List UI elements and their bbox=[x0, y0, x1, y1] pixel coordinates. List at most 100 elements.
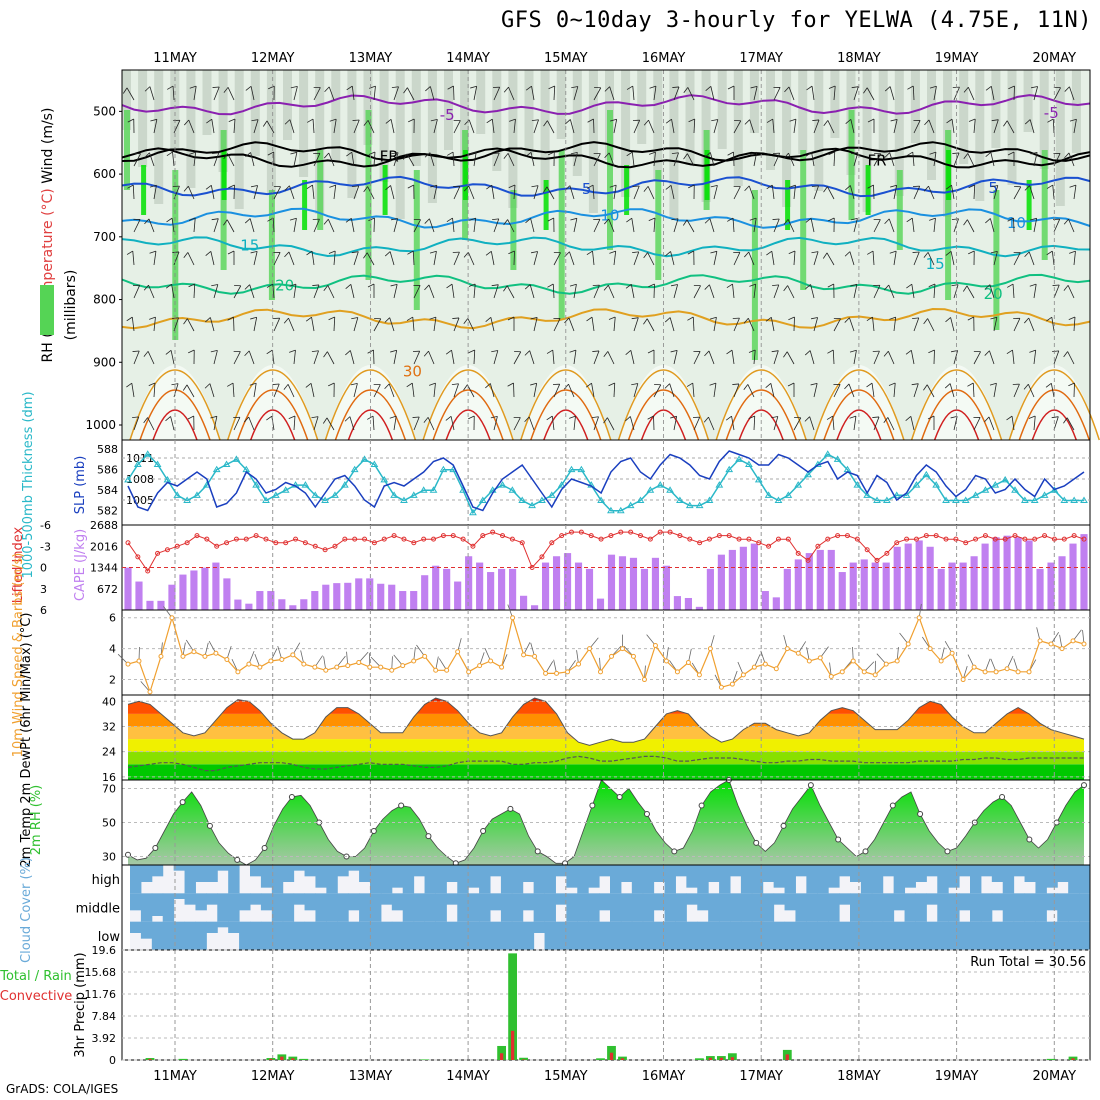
wind-barb bbox=[1029, 349, 1037, 365]
precip-total-bar bbox=[178, 1058, 188, 1060]
isotherm-label: FR bbox=[380, 148, 399, 166]
wind-barb bbox=[725, 415, 735, 431]
wind-barb-shaft bbox=[733, 252, 741, 266]
wind-barb-flag bbox=[490, 416, 498, 419]
cloud-cell-low bbox=[468, 921, 480, 950]
cloud-cell-high bbox=[250, 865, 262, 877]
wind-barb bbox=[991, 119, 999, 134]
wind-barb-shaft bbox=[153, 317, 156, 332]
wind-barb bbox=[1047, 118, 1055, 134]
wind-barb-shaft bbox=[592, 251, 595, 266]
rh2m-point bbox=[944, 848, 951, 855]
lifted-point bbox=[145, 568, 151, 574]
isotherm-35-dome bbox=[725, 389, 797, 441]
wind-barb bbox=[867, 118, 875, 133]
lifted-point bbox=[1061, 536, 1067, 542]
thickness-point bbox=[1070, 496, 1079, 503]
pressure-tick-label: 900 bbox=[93, 355, 116, 369]
wind-barb-flag bbox=[1046, 184, 1053, 189]
wind-speed-point bbox=[652, 643, 658, 649]
wind-barb bbox=[1013, 252, 1021, 266]
cloud-cell-middle bbox=[479, 893, 491, 922]
wind-barb-flag bbox=[324, 152, 330, 159]
wind-barb-flag bbox=[233, 351, 241, 352]
cloud-cell-high bbox=[1079, 865, 1091, 894]
wind-barb bbox=[223, 219, 235, 233]
thickness-point bbox=[646, 486, 655, 493]
cloud-cell-low bbox=[130, 921, 142, 933]
wind-barb bbox=[828, 85, 836, 101]
wind-barb-shaft bbox=[853, 152, 859, 167]
wind-barb-flag bbox=[205, 184, 212, 190]
wind-barb-shaft bbox=[313, 350, 319, 365]
wind-barb bbox=[968, 118, 976, 134]
wind-barb bbox=[486, 184, 495, 200]
rh-shade bbox=[299, 70, 309, 177]
wind-barb-shaft bbox=[1033, 284, 1037, 299]
wind-barb bbox=[772, 152, 781, 167]
lifted-point bbox=[766, 543, 772, 549]
wind-barb bbox=[323, 351, 335, 365]
wind-barb bbox=[845, 119, 855, 134]
wind-barb-flag bbox=[329, 184, 336, 188]
thickness-point bbox=[764, 491, 773, 498]
wind-speed-point bbox=[301, 661, 307, 667]
wind-barb bbox=[750, 85, 758, 101]
cloud-cell-low bbox=[293, 921, 306, 950]
wind-barb bbox=[570, 217, 578, 233]
wind-barb-flag bbox=[424, 218, 430, 224]
wind-barb bbox=[206, 118, 215, 134]
wind-barb-shaft bbox=[973, 417, 981, 431]
wind-barb bbox=[1007, 283, 1015, 299]
wind-barb-shaft bbox=[849, 185, 855, 200]
wind-barb bbox=[822, 252, 835, 266]
wind-barb bbox=[507, 316, 515, 331]
wind-barb-shaft bbox=[967, 153, 975, 167]
wind-barb-flag bbox=[249, 382, 257, 386]
wind-barb-shaft bbox=[733, 186, 741, 200]
wind-barb-shaft bbox=[531, 86, 535, 101]
wind-barb bbox=[888, 382, 896, 398]
cloud-cell-low bbox=[926, 921, 938, 950]
wind-barb-shaft bbox=[149, 86, 155, 101]
wind-barb bbox=[346, 85, 355, 101]
isotherm-30-dome bbox=[1008, 369, 1100, 441]
cloud-cell-high bbox=[555, 865, 567, 877]
precip-total-bar bbox=[420, 1059, 430, 1060]
wind-barb-flag bbox=[703, 416, 709, 423]
rh-bright-shade bbox=[543, 180, 549, 230]
cloud-cell-low bbox=[228, 921, 240, 933]
wind-barb-flag bbox=[447, 151, 454, 156]
cloud-cell-low bbox=[817, 921, 829, 950]
wind-barb-shaft bbox=[753, 218, 757, 233]
cloud-cell-low bbox=[391, 921, 404, 950]
wind-barb-flag bbox=[206, 118, 213, 124]
precip-convective-bar bbox=[148, 1058, 152, 1060]
wind-barb-flag bbox=[406, 316, 413, 321]
temp-tick-label: 40 bbox=[102, 695, 116, 708]
cloud-cell-low bbox=[522, 921, 535, 950]
thickness-point bbox=[409, 491, 418, 498]
lifted-point bbox=[135, 554, 141, 560]
wind-barb-shaft bbox=[686, 219, 695, 233]
wind-barb-flag bbox=[923, 384, 928, 391]
cloud-cell-middle bbox=[730, 893, 742, 922]
date-label-top: 20MAY bbox=[1033, 51, 1077, 66]
thickness-point bbox=[311, 491, 320, 498]
wind-barb-shaft bbox=[633, 317, 639, 332]
wind-barb-flag bbox=[733, 251, 740, 253]
wind-barb bbox=[1024, 185, 1035, 200]
wind-speed-point bbox=[455, 649, 461, 655]
wind-barb-flag bbox=[273, 252, 281, 253]
wind-barb bbox=[1024, 317, 1035, 332]
wind-barb-flag bbox=[166, 151, 173, 157]
wind-barb-flag bbox=[453, 120, 461, 121]
wind-barb bbox=[826, 415, 835, 431]
date-label-top: 19MAY bbox=[935, 51, 979, 66]
wind-barb-shaft bbox=[249, 284, 255, 299]
wind-barb-shaft bbox=[773, 416, 779, 431]
isotherm-35-dome bbox=[1018, 389, 1091, 441]
wind-barb-flag bbox=[470, 85, 477, 89]
wind-barb bbox=[923, 252, 935, 266]
